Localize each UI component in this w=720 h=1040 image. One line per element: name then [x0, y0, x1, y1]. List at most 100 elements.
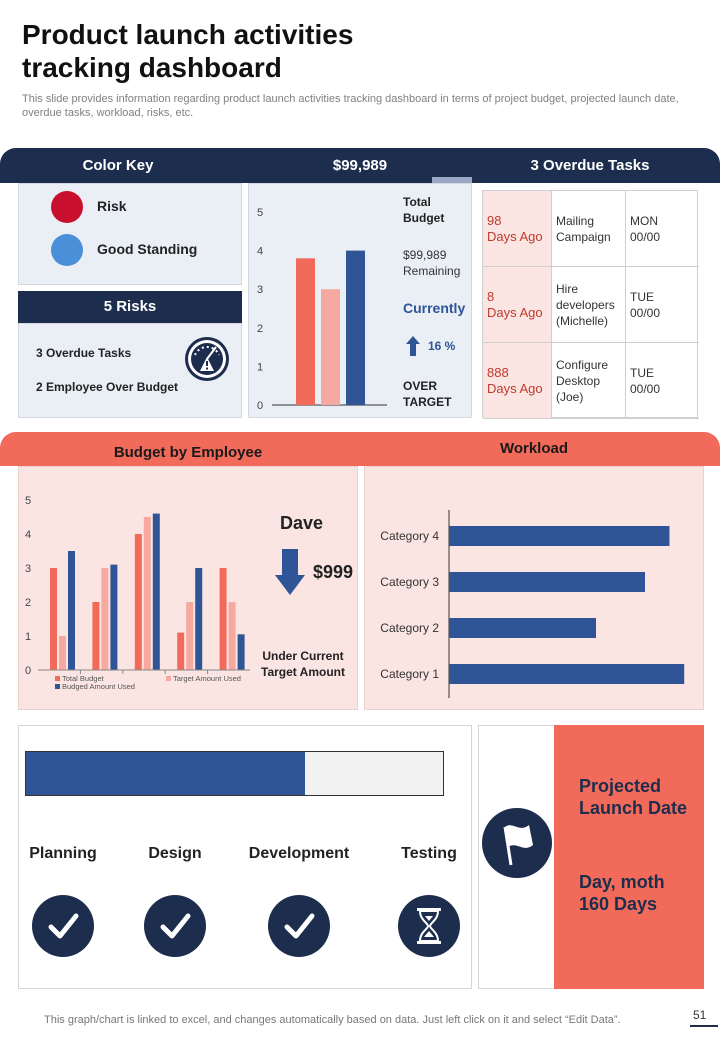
employee-name: Dave — [280, 513, 324, 533]
overdue-age-number: 98 — [487, 212, 502, 228]
budget-by-employee-header: Budget by Employee — [113, 444, 263, 461]
workload-bar — [449, 618, 596, 638]
overdue-task-line: Configure — [556, 357, 609, 372]
overdue-task-line: Mailing — [556, 213, 595, 228]
employee-legend-label: Total Budget — [62, 674, 105, 683]
overdue-age: 8 Days Ago — [487, 289, 543, 321]
employee-y-tick: 3 — [25, 563, 31, 575]
launch-title-line2: Launch Date — [579, 798, 688, 818]
page-number-underline — [690, 1025, 718, 1027]
risks-panel: 3 Overdue Tasks 2 Employee Over Budget — [18, 323, 242, 418]
overdue-task-line: (Michelle) — [556, 313, 609, 328]
employee-bar — [237, 634, 245, 670]
arrow-up-icon — [406, 336, 420, 356]
employee-bar — [134, 534, 142, 670]
overdue-task: Mailing Campaign — [556, 213, 611, 245]
employee-bar — [228, 602, 236, 670]
overdue-due-line: 00/00 — [630, 229, 661, 244]
check-icon — [32, 895, 94, 957]
overdue-due: TUE 00/00 — [630, 365, 660, 397]
workload-category-label: Category 1 — [380, 667, 439, 681]
good-standing-dot — [51, 234, 83, 266]
overdue-task-cell: Hire developers (Michelle) — [552, 267, 626, 343]
overdue-due-cell: TUE 00/00 — [626, 267, 699, 343]
employee-bar — [92, 602, 100, 670]
footer-note: This graph/chart is linked to excel, and… — [44, 1014, 621, 1026]
launch-title: Projected Launch Date — [579, 775, 687, 819]
employee-legend-label: Target Amount Used — [173, 674, 241, 683]
budget-y-tick: 4 — [257, 246, 263, 258]
overdue-header: 3 Overdue Tasks — [530, 157, 650, 174]
overdue-age-unit: Days Ago — [487, 228, 543, 244]
launch-date-line1: Day, moth — [579, 872, 665, 892]
risk-dot — [51, 191, 83, 223]
top-band — [0, 148, 720, 183]
page-number: 51 — [693, 1008, 707, 1022]
employee-bar — [68, 551, 75, 670]
overdue-task: Configure Desktop (Joe) — [556, 357, 608, 405]
overdue-due-line: 00/00 — [630, 305, 661, 320]
budget-bar — [321, 289, 340, 405]
employee-note: Under Current Target Amount — [258, 648, 348, 680]
page-title-line2: tracking dashboard — [22, 52, 282, 83]
employee-bar — [143, 517, 151, 670]
overdue-task-cell: Configure Desktop (Joe) — [552, 343, 626, 419]
employee-bar — [59, 636, 66, 670]
budget-y-tick: 5 — [257, 207, 263, 219]
budget-bar — [346, 250, 365, 405]
workload-chart: Category 4 Category 3 Category 2 Category 1 — [380, 510, 685, 698]
employee-bar — [101, 568, 109, 670]
overdue-task-line: Desktop — [556, 373, 601, 388]
total-budget-label-line1: Total — [403, 195, 431, 209]
risks-header: 5 Risks — [18, 291, 242, 323]
over-target-line1: OVER — [403, 379, 438, 393]
employee-legend-swatch — [166, 676, 171, 681]
overdue-due: MON 00/00 — [630, 213, 660, 245]
phase-label: Design — [148, 845, 202, 862]
employee-legend-swatch — [55, 684, 60, 689]
workload-category-label: Category 2 — [380, 621, 439, 635]
launch-title-line1: Projected — [579, 776, 662, 796]
employee-note-line2: Target Amount — [261, 665, 345, 679]
overdue-task-line: developers — [556, 297, 615, 312]
workload-bar — [449, 572, 645, 592]
total-budget-label: Total Budget — [403, 194, 444, 226]
overdue-task-line: Hire — [556, 281, 579, 296]
remaining-word: Remaining — [403, 264, 461, 278]
color-key-header: Color Key — [82, 157, 154, 174]
budget-y-tick: 2 — [257, 323, 263, 335]
overdue-due-line: TUE — [630, 365, 654, 380]
employee-legend-label: Budged Amount Used — [62, 682, 135, 691]
employee-bar — [50, 568, 57, 670]
employee-bar — [186, 602, 194, 670]
hourglass-icon — [398, 895, 460, 957]
phase-label: Development — [248, 845, 350, 862]
overdue-age-cell: 888 Days Ago — [483, 343, 552, 419]
employee-bar — [110, 564, 118, 670]
workload-bar — [449, 664, 685, 684]
budget-y-tick: 1 — [257, 361, 263, 373]
employee-budget-chart: 0 1 2 3 4 5 Total Budget Target Amount Used Budg… — [25, 495, 250, 691]
overdue-table: 98 Days Ago Mailing Campaign MON 00/00 8 Days A… — [482, 190, 699, 419]
overdue-age-unit: Days Ago — [487, 380, 543, 396]
progress-bar — [25, 751, 444, 796]
overdue-age-cell: 98 Days Ago — [483, 191, 552, 267]
workload-bar — [449, 526, 670, 546]
employee-bar — [152, 513, 160, 670]
overdue-due-line: TUE — [630, 289, 654, 304]
remaining-amount: $99,989 — [403, 248, 447, 262]
overdue-task-cell: Mailing Campaign — [552, 191, 626, 267]
launch-date: Day, moth 160 Days — [579, 871, 665, 915]
page-subtitle: This slide provides information regardin… — [22, 93, 679, 119]
total-budget-label-line2: Budget — [403, 211, 445, 225]
launch-highlight — [554, 725, 704, 989]
overdue-due: TUE 00/00 — [630, 289, 660, 321]
overdue-due-cell: MON 00/00 — [626, 191, 699, 267]
gauge-warning-icon — [183, 335, 231, 383]
page-title-line1: Product launch activities — [22, 19, 354, 50]
remaining-label: $99,989 Remaining — [403, 247, 460, 279]
budget-chart: 0 1 2 3 4 5 — [257, 207, 387, 412]
budget-y-tick: 3 — [257, 284, 263, 296]
over-target-line2: TARGET — [403, 395, 452, 409]
overdue-task-line: Campaign — [556, 229, 611, 244]
